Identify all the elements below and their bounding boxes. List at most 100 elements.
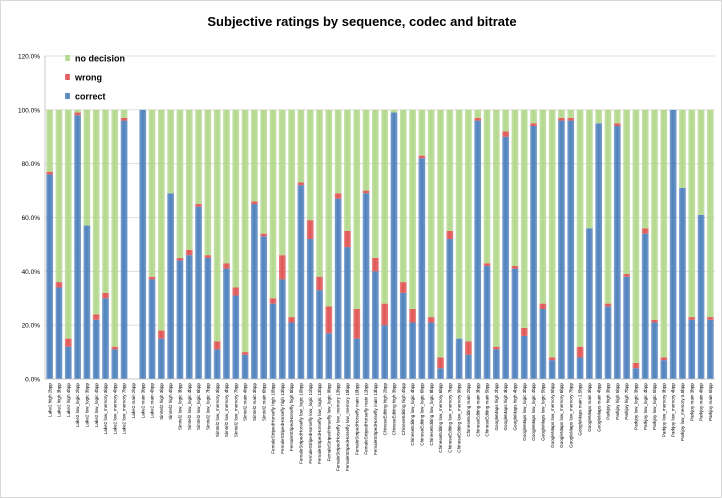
x-category-label: FemaleStripedHorsefly main 10bpp [354, 383, 359, 455]
bar-segment-correct [316, 290, 323, 379]
x-category-label: FemaleStripedHorsefly low_logic 10bpp [299, 383, 304, 464]
x-category-label: Parkjoy low_logic 5bpp [652, 383, 657, 430]
bar-segment-no-decision [288, 109, 295, 318]
bar-segment-no-decision [241, 109, 249, 353]
bar-segment-wrong [269, 298, 277, 304]
bar-segment-no-decision [567, 109, 575, 118]
bar-segment-correct [223, 268, 230, 379]
x-category-label: Lake2 main 4bpp [150, 383, 155, 419]
bar-segment-no-decision [148, 109, 156, 277]
bar-segment-correct [418, 158, 426, 379]
x-category-label: Lake2 high 4bpp [66, 383, 71, 417]
x-category-label: Simtel2 low_logic 4bpp [187, 383, 192, 430]
bar-segment-correct [176, 260, 184, 379]
bar-segment-wrong [623, 274, 630, 277]
legend-label: wrong [74, 73, 102, 83]
bar-segment-correct [548, 360, 556, 379]
bar-segment-wrong [576, 346, 584, 358]
bar-segment-no-decision [437, 109, 444, 358]
bar-segment-wrong [344, 230, 351, 248]
bar-segment-wrong [502, 131, 509, 137]
bar-segment-no-decision [427, 109, 435, 318]
bar-segment-wrong [511, 265, 519, 269]
bar-segment-wrong [418, 155, 426, 159]
bar-segment-wrong [567, 117, 575, 121]
x-category-label: Lake2 low_logic 2bpp [75, 383, 80, 428]
bar-segment-no-decision [64, 109, 72, 339]
bar-segment-no-decision [102, 109, 109, 293]
x-category-label: ChineseEditing high 3bpp [392, 383, 397, 436]
bar-segment-correct [306, 239, 314, 379]
bar-segment-correct [297, 185, 305, 379]
bar-segment-wrong [185, 249, 193, 256]
bar-segment-wrong [223, 263, 230, 269]
bar-segment-wrong [102, 292, 109, 299]
x-category-label: Parkjoy high 5bpp [615, 383, 620, 420]
bar-segment-correct [260, 236, 268, 379]
bar-segment-wrong [325, 306, 333, 334]
bar-segment-correct [55, 287, 63, 379]
x-category-label: GoogleMaps high 4bpp [513, 383, 518, 431]
bar-segment-no-decision [483, 109, 491, 264]
bar-segment-wrong [539, 303, 547, 310]
bar-segment-wrong [74, 112, 81, 116]
x-category-label: Lake2 low_memory 7bpp [122, 383, 127, 435]
bar-segment-wrong [520, 327, 528, 336]
bar-segment-correct [64, 346, 72, 379]
bar-segment-wrong [707, 317, 714, 320]
bar-segment-wrong [111, 346, 119, 350]
bar-segment-wrong [316, 276, 323, 291]
x-category-label: ChineseEditing low_memory 7bpp [447, 383, 452, 453]
bar-segment-no-decision [446, 109, 454, 231]
bar-segment-correct [632, 368, 640, 379]
bar-segment-no-decision [697, 109, 705, 215]
bar-segment-correct [353, 338, 361, 380]
bar-segment-wrong [288, 317, 295, 323]
bar-segment-correct [148, 279, 156, 379]
bar-segment-no-decision [353, 109, 361, 310]
x-category-label: FemaleStripedHorsefly low_memory 15bpp [345, 383, 350, 472]
x-category-label: ChineseEditing low_memory 6bpp [438, 383, 443, 453]
bar-segment-correct [325, 333, 333, 379]
bar-segment-correct [74, 115, 81, 379]
x-category-label: Parkjoy main 4bpp [699, 383, 704, 421]
bar-segment-wrong [483, 263, 491, 266]
bar-segment-no-decision [586, 109, 593, 229]
bar-segment-no-decision [316, 109, 323, 277]
bar-segment-wrong [232, 287, 240, 296]
x-category-label: Lake2 low_memory 3bpp [103, 383, 108, 435]
x-category-label: GoogleMaps high 2bpp [494, 383, 499, 431]
legend-label: no decision [75, 54, 125, 64]
bar-segment-correct [185, 255, 193, 379]
x-category-label: FemaleStripedHorsefly high 8bpp [289, 383, 294, 452]
bar-segment-no-decision [381, 109, 388, 304]
bar-segment-wrong [204, 255, 212, 258]
bar-segment-no-decision [576, 109, 584, 347]
bar-segment-correct [465, 354, 472, 379]
y-tick-label: 40.0% [22, 269, 41, 276]
x-category-label: Lake2 main 2bpp [131, 383, 136, 419]
x-category-label: Lake2 low_logic 3bpp [84, 383, 89, 428]
x-category-label: Lake2 main 3bpp [140, 383, 145, 419]
bar-segment-correct [399, 292, 407, 379]
bar-segment-correct [251, 204, 258, 379]
bar-segment-wrong [660, 357, 668, 361]
bar-segment-wrong [427, 317, 435, 323]
bar-segment-correct [167, 193, 174, 379]
bar-segment-no-decision [707, 109, 714, 318]
x-category-label: Lake2 low_memory 4bpp [112, 383, 117, 435]
bar-segment-correct [362, 193, 370, 379]
bar-segment-correct [492, 349, 500, 379]
x-category-label: Parkjoy low_memory 4bpp [671, 383, 676, 438]
bar-segment-wrong [46, 171, 53, 175]
bar-segment-correct [539, 309, 547, 379]
bar-segment-no-decision [306, 109, 314, 221]
bar-segment-no-decision [651, 109, 658, 320]
bar-segment-no-decision [632, 109, 640, 363]
bar-segment-no-decision [325, 109, 333, 307]
x-category-label: Lake2 high 2bpp [47, 383, 52, 417]
x-category-label: ChineseEditing main 3bpp [475, 383, 480, 437]
x-category-label: ChineseEditing high 2bpp [382, 383, 387, 436]
bar-segment-correct [604, 306, 612, 379]
bar-segment-wrong [492, 346, 500, 350]
